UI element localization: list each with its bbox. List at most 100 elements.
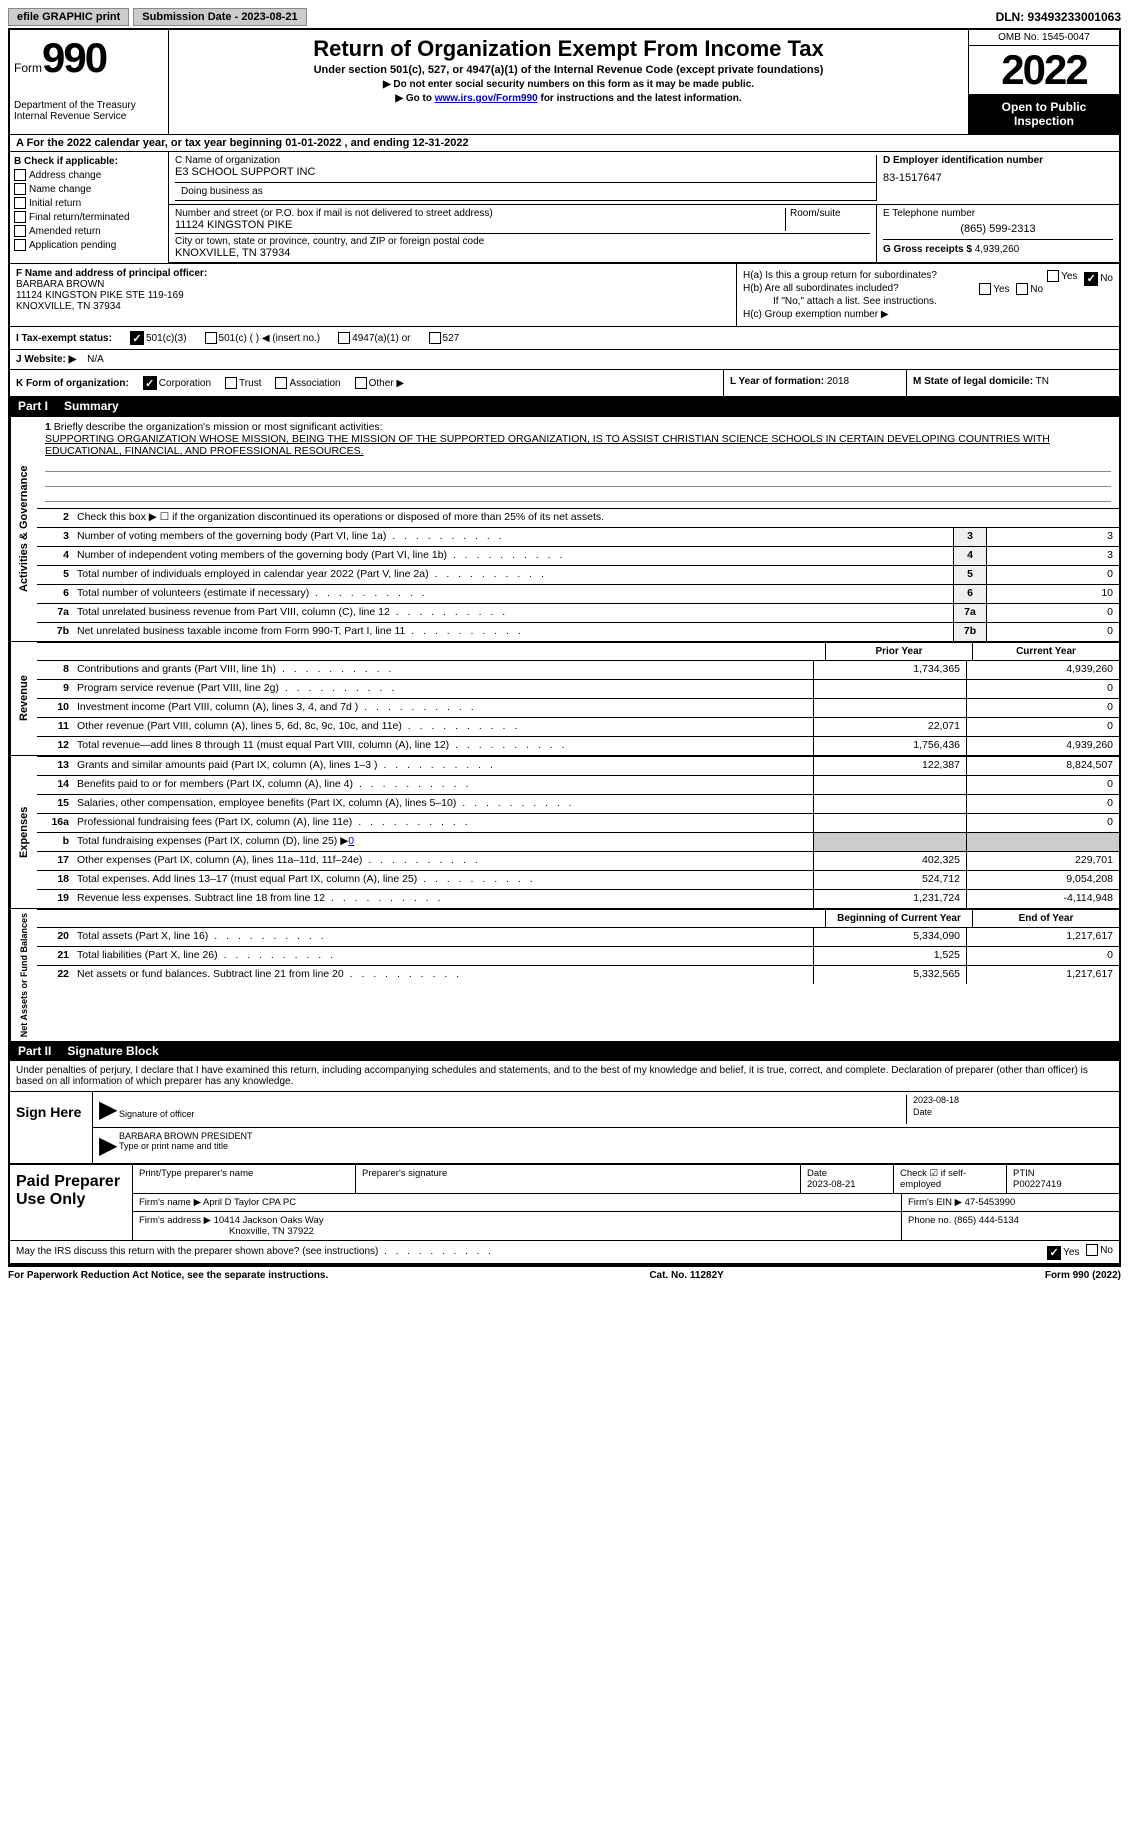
h-a: H(a) Is this a group return for subordin… [743, 270, 1113, 281]
check-label: Final return/terminated [29, 212, 130, 223]
current-value: -4,114,948 [966, 890, 1119, 908]
b-checkboxes: Address changeName changeInitial returnF… [14, 169, 164, 251]
checkbox[interactable] [14, 211, 26, 223]
summary-line: 7bNet unrelated business taxable income … [37, 622, 1119, 641]
discuss-yes-check[interactable]: ✓ [1047, 1246, 1061, 1260]
page-footer: For Paperwork Reduction Act Notice, see … [8, 1265, 1121, 1284]
k-o3: Association [289, 378, 340, 389]
part2-title: Signature Block [67, 1044, 158, 1058]
i-501c-check[interactable] [205, 332, 217, 344]
line-box: 7a [953, 604, 986, 622]
hb-no-check[interactable] [1016, 283, 1028, 295]
data-line: 8Contributions and grants (Part VIII, li… [37, 660, 1119, 679]
l-value: 2018 [827, 376, 849, 387]
blank-line [45, 489, 1111, 502]
current-year-header: Current Year [972, 643, 1119, 660]
line-value: 3 [986, 547, 1119, 565]
prior-value: 1,525 [813, 947, 966, 965]
prior-value [813, 680, 966, 698]
k-o1: Corporation [159, 378, 211, 389]
checkbox[interactable] [14, 197, 26, 209]
mission-block: 1 Briefly describe the organization's mi… [37, 417, 1119, 508]
ha-text: H(a) Is this a group return for subordin… [743, 270, 937, 281]
k-trust-check[interactable] [225, 377, 237, 389]
line-num: 10 [37, 699, 73, 717]
data-line: 20Total assets (Part X, line 16)5,334,09… [37, 927, 1119, 946]
i-4947-check[interactable] [338, 332, 350, 344]
prior-value: 5,334,090 [813, 928, 966, 946]
hb-yes-check[interactable] [979, 283, 991, 295]
line2-text: Check this box ▶ ☐ if the organization d… [73, 509, 1119, 527]
k-assoc-check[interactable] [275, 377, 287, 389]
side-nafb: Net Assets or Fund Balances [10, 909, 37, 1041]
line-text: Total revenue—add lines 8 through 11 (mu… [73, 737, 813, 755]
prep-date-label: Date [807, 1168, 827, 1179]
current-value: 0 [966, 718, 1119, 736]
checkbox[interactable] [14, 239, 26, 251]
firm-addr1: 10414 Jackson Oaks Way [214, 1215, 324, 1226]
b-check-item: Address change [14, 169, 164, 181]
summary-line: 3Number of voting members of the governi… [37, 527, 1119, 546]
part1-num: Part I [18, 399, 48, 413]
line-a: A For the 2022 calendar year, or tax yea… [10, 135, 1119, 151]
website-value: N/A [87, 354, 104, 365]
line-num: 7b [37, 623, 73, 641]
side-exp: Expenses [10, 756, 37, 908]
check-label: Application pending [29, 240, 116, 251]
submission-date-button[interactable]: Submission Date - 2023-08-21 [133, 8, 306, 26]
i-501c3-check[interactable]: ✓ [130, 331, 144, 345]
discuss-no-check[interactable] [1086, 1244, 1098, 1256]
line-num: 22 [37, 966, 73, 984]
part1-header: Part I Summary [10, 396, 1119, 416]
arrow-icon: ▶ [99, 1131, 119, 1160]
k-other-check[interactable] [355, 377, 367, 389]
sig-officer-line: ▶ Signature of officer 2023-08-18 Date [93, 1092, 1119, 1128]
prior-value: 402,325 [813, 852, 966, 870]
revenue-section: Revenue Prior Year Current Year 8Contrib… [10, 641, 1119, 755]
activities-governance: Activities & Governance 1 Briefly descri… [10, 416, 1119, 641]
summary-line: 4Number of independent voting members of… [37, 546, 1119, 565]
l-label: L Year of formation: [730, 376, 824, 387]
checkbox[interactable] [14, 225, 26, 237]
hb-note: If "No," attach a list. See instructions… [743, 296, 1113, 307]
irs-link[interactable]: www.irs.gov/Form990 [435, 93, 538, 104]
data-line: 19Revenue less expenses. Subtract line 1… [37, 889, 1119, 908]
i-label: I Tax-exempt status: [16, 333, 112, 344]
h-group: H(a) Is this a group return for subordin… [736, 264, 1119, 326]
current-value: 8,824,507 [966, 757, 1119, 775]
line-box: 6 [953, 585, 986, 603]
firm-ein: 47-5453990 [965, 1197, 1016, 1208]
open-public-badge: Open to Public Inspection [969, 94, 1119, 134]
efile-button[interactable]: efile GRAPHIC print [8, 8, 129, 26]
sig-name: BARBARA BROWN PRESIDENT [119, 1131, 1113, 1141]
line-text: Salaries, other compensation, employee b… [73, 795, 813, 813]
c-name-label: C Name of organization [175, 155, 876, 166]
prior-value [813, 795, 966, 813]
prior-value [813, 699, 966, 717]
data-line: 15Salaries, other compensation, employee… [37, 794, 1119, 813]
checkbox[interactable] [14, 183, 26, 195]
prep-name-label: Print/Type preparer's name [133, 1165, 356, 1193]
addr-label: Number and street (or P.O. box if mail i… [175, 208, 785, 219]
omb-number: OMB No. 1545-0047 [969, 30, 1119, 46]
mission-text: SUPPORTING ORGANIZATION WHOSE MISSION, B… [45, 433, 1050, 457]
ln16b-shaded1 [813, 833, 966, 851]
f-officer: F Name and address of principal officer:… [10, 264, 736, 326]
ha-no-check[interactable]: ✓ [1084, 272, 1098, 286]
check-label: Name change [29, 184, 91, 195]
data-line: 10Investment income (Part VIII, column (… [37, 698, 1119, 717]
rev-col-headers: Prior Year Current Year [37, 642, 1119, 660]
k-o2: Trust [239, 378, 261, 389]
prior-value: 22,071 [813, 718, 966, 736]
firm-ein-label: Firm's EIN ▶ [908, 1197, 962, 1208]
k-corp-check[interactable]: ✓ [143, 376, 157, 390]
checkbox[interactable] [14, 169, 26, 181]
line-text: Net unrelated business taxable income fr… [73, 623, 953, 641]
ha-yes-check[interactable] [1047, 270, 1059, 282]
yes-label2: Yes [993, 284, 1009, 295]
section-b-c: B Check if applicable: Address changeNam… [10, 151, 1119, 263]
ln16b-num: b [37, 833, 73, 851]
line-text: Total number of volunteers (estimate if … [73, 585, 953, 603]
no-label: No [1100, 273, 1113, 284]
i-527-check[interactable] [429, 332, 441, 344]
